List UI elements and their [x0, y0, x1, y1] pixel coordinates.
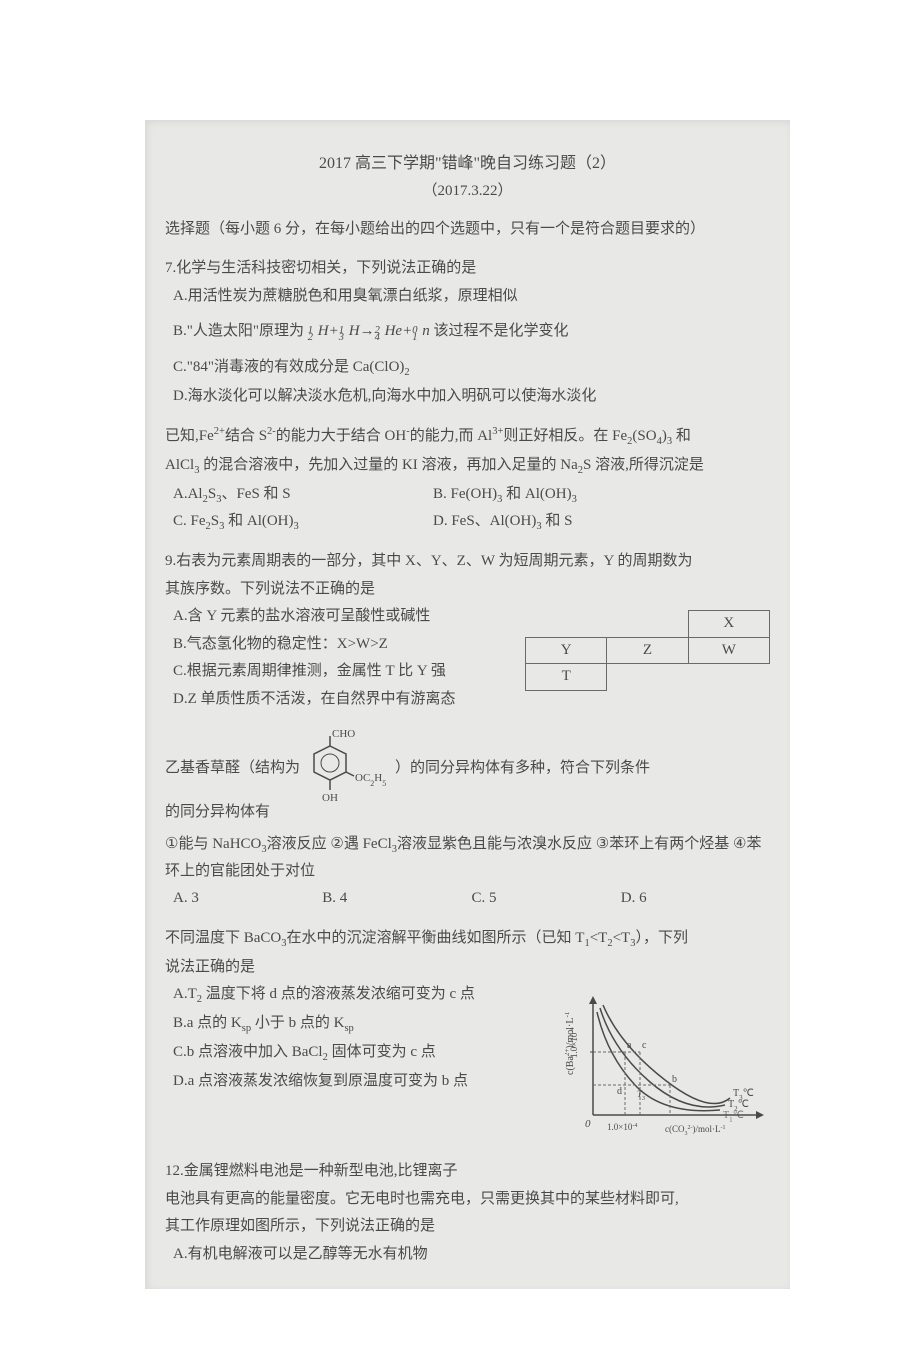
q10-suffix: ）的同分异构体有多种，符合下列条件: [395, 756, 650, 782]
q10-option-a: A. 3: [173, 886, 322, 912]
q10-stem2: 的同分异构体有: [165, 800, 770, 826]
q11-stem1: 不同温度下 BaCO3在水中的沉淀溶解平衡曲线如图所示（已知 T1<T2<T3）…: [165, 926, 770, 953]
q9-option-b: B.气态氢化物的稳定性：X>W>Z: [165, 632, 509, 658]
cell-0-2: X: [688, 611, 769, 638]
q11-stem2: 说法正确的是: [165, 955, 770, 981]
benzene-structure: CHO OC2H5 OH: [300, 728, 395, 808]
solubility-chart: c(Ba2+)/mol·L-1 1.0×10-4 T3℃ T2℃ T1℃: [565, 990, 770, 1145]
q8-option-c: C. Fe2S3 和 Al(OH)3: [173, 509, 433, 536]
q11-option-d: D.a 点溶液蒸发浓缩恢复到原温度可变为 b 点: [165, 1069, 557, 1095]
q8-stem2: AlCl3 的混合溶液中，先加入过量的 KI 溶液，再加入足量的 Na2S 溶液…: [165, 453, 770, 480]
q7-option-a: A.用活性炭为蔗糖脱色和用臭氧漂白纸浆，原理相似: [165, 284, 770, 310]
q9-stem2: 其族序数。下列说法不正确的是: [165, 577, 770, 603]
svg-text:T3: T3: [637, 1089, 645, 1102]
svg-text:OC2H5: OC2H5: [355, 772, 386, 788]
q7-b-suffix: 该过程不是化学变化: [433, 323, 568, 339]
question-7: 7.化学与生活科技密切相关，下列说法正确的是 A.用活性炭为蔗糖脱色和用臭氧漂白…: [165, 256, 770, 409]
q9-option-d: D.Z 单质性质不活泼，在自然界中有游离态: [165, 687, 509, 713]
q9-option-c: C.根据元素周期律推测，金属性 T 比 Y 强: [165, 659, 509, 685]
q11-option-c: C.b 点溶液中加入 BaCl2 固体可变为 c 点: [165, 1040, 557, 1067]
question-10: 乙基香草醛（结构为 CHO OC2H5 OH ）的同分异构体有多种，符合下列条件: [165, 728, 770, 911]
q8-option-a: A.Al2S3、FeS 和 S: [173, 482, 433, 509]
q9-option-a: A.含 Y 元素的盐水溶液可呈酸性或碱性: [165, 604, 509, 630]
cell-2-0: T: [526, 664, 607, 691]
exam-title: 2017 高三下学期"错峰"晚自习练习题（2）: [165, 150, 770, 177]
q11-body: A.T2 温度下将 d 点的溶液蒸发浓缩可变为 c 点 B.a 点的 Ksp 小…: [165, 982, 770, 1145]
question-9: 9.右表为元素周期表的一部分，其中 X、Y、Z、W 为短周期元素，Y 的周期数为…: [165, 549, 770, 714]
svg-text:1.0×10-4: 1.0×10-4: [607, 1122, 637, 1132]
q8-option-d: D. FeS、Al(OH)3 和 S: [433, 509, 572, 536]
svg-text:c: c: [642, 1040, 647, 1051]
exam-paper: 2017 高三下学期"错峰"晚自习练习题（2） （2017.3.22） 选择题（…: [145, 120, 790, 1289]
question-12: 12.金属锂燃料电池是一种新型电池,比锂离子 电池具有更高的能量密度。它无电时也…: [165, 1159, 770, 1267]
q9-body: A.含 Y 元素的盐水溶液可呈酸性或碱性 B.气态氢化物的稳定性：X>W>Z C…: [165, 604, 770, 714]
q9-options: A.含 Y 元素的盐水溶液可呈酸性或碱性 B.气态氢化物的稳定性：X>W>Z C…: [165, 604, 509, 714]
cell-2-2: [688, 664, 769, 691]
q12-stem1: 12.金属锂燃料电池是一种新型电池,比锂离子: [165, 1159, 770, 1185]
periodic-table: X Y Z W T: [525, 610, 770, 691]
svg-text:OH: OH: [322, 792, 338, 804]
cell-1-2: W: [688, 637, 769, 664]
q10-option-b: B. 4: [322, 886, 471, 912]
q10-stem-row: 乙基香草醛（结构为 CHO OC2H5 OH ）的同分异构体有多种，符合下列条件: [165, 728, 770, 808]
q7-b-formula: 21H+31H→42He+10n: [308, 323, 434, 339]
svg-text:d: d: [617, 1086, 622, 1097]
q11-options: A.T2 温度下将 d 点的溶液蒸发浓缩可变为 c 点 B.a 点的 Ksp 小…: [165, 982, 557, 1145]
q10-options: A. 3 B. 4 C. 5 D. 6: [165, 886, 770, 912]
q7-option-b: B."人造太阳"原理为 21H+31H→42He+10n 该过程不是化学变化: [165, 319, 770, 345]
cell-1-1: Z: [607, 637, 688, 664]
cell-2-1: [607, 664, 688, 691]
q10-prefix: 乙基香草醛（结构为: [165, 756, 300, 782]
svg-text:a: a: [627, 1040, 632, 1051]
question-8: 已知,Fe2+结合 S2-的能力大于结合 OH-的能力,而 Al3+则正好相反。…: [165, 423, 770, 535]
svg-text:b: b: [672, 1074, 677, 1085]
q12-option-a: A.有机电解液可以是乙醇等无水有机物: [165, 1242, 770, 1268]
svg-text:CHO: CHO: [332, 728, 355, 740]
q8-row1: A.Al2S3、FeS 和 S B. Fe(OH)3 和 Al(OH)3: [165, 482, 770, 509]
q8-row2: C. Fe2S3 和 Al(OH)3 D. FeS、Al(OH)3 和 S: [165, 509, 770, 536]
q10-conditions: ①能与 NaHCO3溶液反应 ②遇 FeCl3溶液显紫色且能与浓溴水反应 ③苯环…: [165, 832, 770, 884]
exam-date: （2017.3.22）: [165, 179, 770, 205]
question-11: 不同温度下 BaCO3在水中的沉淀溶解平衡曲线如图所示（已知 T1<T2<T3）…: [165, 926, 770, 1145]
q8-option-b: B. Fe(OH)3 和 Al(OH)3: [433, 482, 577, 509]
q11-option-b: B.a 点的 Ksp 小于 b 点的 Ksp: [165, 1011, 557, 1038]
svg-text:T1℃: T1℃: [723, 1110, 744, 1124]
q12-stem3: 其工作原理如图所示，下列说法正确的是: [165, 1214, 770, 1240]
svg-text:1.0×10-4: 1.0×10-4: [569, 1028, 579, 1058]
cell-0-1: [607, 611, 688, 638]
q8-stem1: 已知,Fe2+结合 S2-的能力大于结合 OH-的能力,而 Al3+则正好相反。…: [165, 423, 770, 451]
q7-stem: 7.化学与生活科技密切相关，下列说法正确的是: [165, 256, 770, 282]
q10-option-d: D. 6: [621, 886, 770, 912]
q11-option-a: A.T2 温度下将 d 点的溶液蒸发浓缩可变为 c 点: [165, 982, 557, 1009]
q7-option-d: D.海水淡化可以解决淡水危机,向海水中加入明矾可以使海水淡化: [165, 384, 770, 410]
q12-stem2: 电池具有更高的能量密度。它无电时也需充电，只需更换其中的某些材料即可,: [165, 1187, 770, 1213]
svg-text:0: 0: [585, 1118, 591, 1130]
q9-stem1: 9.右表为元素周期表的一部分，其中 X、Y、Z、W 为短周期元素，Y 的周期数为: [165, 549, 770, 575]
q7-option-c: C."84"消毒液的有效成分是 Ca(ClO)2: [165, 355, 770, 382]
svg-text:c(CO32-)/mol·L-1: c(CO32-)/mol·L-1: [665, 1124, 726, 1137]
q10-option-c: C. 5: [472, 886, 621, 912]
cell-0-0: [526, 611, 607, 638]
page-container: 2017 高三下学期"错峰"晚自习练习题（2） （2017.3.22） 选择题（…: [0, 20, 920, 1329]
q7-b-prefix: B."人造太阳"原理为: [173, 323, 308, 339]
exam-instruction: 选择题（每小题 6 分，在每小题给出的四个选题中，只有一个是符合题目要求的）: [165, 217, 770, 243]
cell-1-0: Y: [526, 637, 607, 664]
